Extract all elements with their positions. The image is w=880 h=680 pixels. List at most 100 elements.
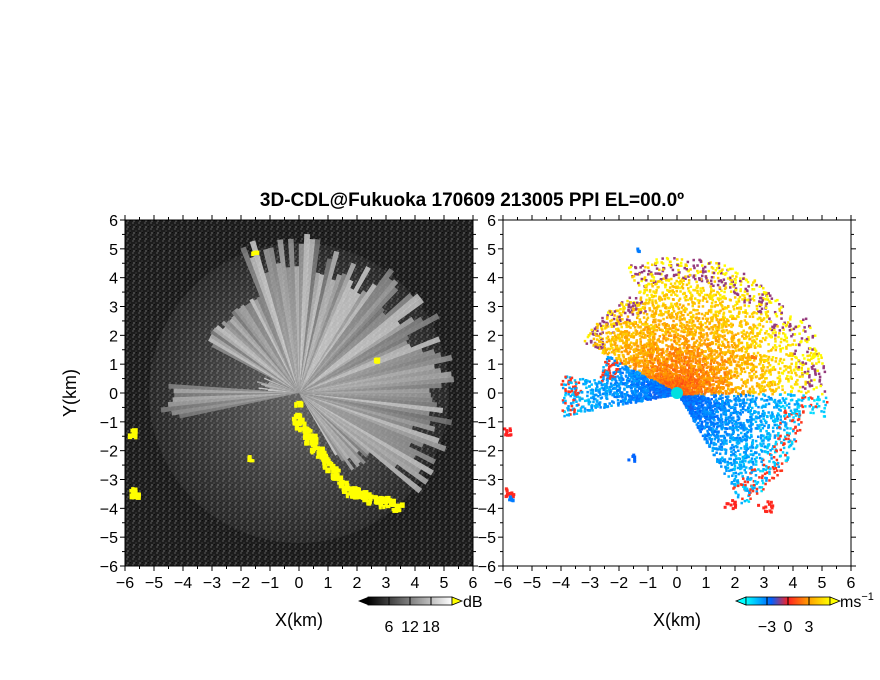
saturation-echo <box>131 492 137 498</box>
velocity-cell <box>683 330 687 334</box>
velocity-cell <box>718 352 722 355</box>
velocity-cell <box>797 359 800 362</box>
velocity-cell <box>729 382 733 386</box>
velocity-cell <box>686 331 690 334</box>
velocity-cell <box>690 322 694 325</box>
velocity-cell <box>756 332 759 335</box>
velocity-cell <box>747 362 751 366</box>
velocity-cell <box>697 410 701 413</box>
velocity-cell <box>759 361 762 364</box>
velocity-cell <box>718 459 721 462</box>
velocity-cell <box>686 397 690 400</box>
velocity-cell <box>690 296 693 300</box>
velocity-cell <box>755 304 759 308</box>
velocity-cell <box>786 458 789 461</box>
velocity-cell <box>761 423 764 426</box>
velocity-cell <box>717 264 721 267</box>
velocity-cell <box>790 334 793 338</box>
velocity-cell <box>690 317 693 321</box>
velocity-cell <box>671 345 674 349</box>
velocity-cell <box>701 264 704 267</box>
velocity-cell <box>724 360 728 363</box>
velocity-cell <box>770 358 774 362</box>
velocity-cell <box>667 313 671 317</box>
velocity-cell <box>790 328 793 331</box>
velocity-cell <box>734 402 737 406</box>
velocity-cell <box>789 393 793 396</box>
velocity-cell <box>759 428 762 432</box>
velocity-cell <box>777 386 780 389</box>
velocity-cell <box>680 360 684 363</box>
velocity-cell <box>722 401 725 405</box>
velocity-cell <box>694 361 698 365</box>
velocity-cell <box>761 479 764 482</box>
velocity-cell <box>717 418 720 421</box>
velocity-cell <box>654 272 657 275</box>
velocity-cell <box>688 386 692 389</box>
velocity-cell <box>642 336 645 339</box>
velocity-cell <box>664 279 668 282</box>
velocity-cell <box>695 280 698 284</box>
velocity-cell <box>617 309 620 312</box>
velocity-cell <box>767 383 771 387</box>
velocity-cell <box>723 448 727 451</box>
velocity-cell <box>759 469 762 473</box>
velocity-cell <box>626 320 629 323</box>
velocity-cell <box>743 426 747 430</box>
velocity-cell <box>710 390 713 393</box>
velocity-cell <box>759 443 763 447</box>
velocity-cell <box>713 359 717 362</box>
velocity-cell <box>729 439 732 443</box>
velocity-cell <box>702 296 705 300</box>
velocity-cell <box>730 387 733 391</box>
velocity-cell <box>715 390 718 394</box>
velocity-cell <box>806 350 809 354</box>
velocity-cell <box>724 452 727 455</box>
velocity-cell <box>778 329 782 332</box>
velocity-cell <box>818 380 821 383</box>
velocity-cell <box>673 257 676 260</box>
velocity-cell <box>661 268 665 271</box>
velocity-cell <box>766 432 770 435</box>
velocity-cell <box>674 331 678 334</box>
velocity-cell <box>710 287 713 291</box>
saturation-echo <box>333 475 340 481</box>
velocity-cell <box>772 390 776 394</box>
velocity-cell <box>728 351 732 354</box>
velocity-cell <box>713 357 716 361</box>
saturation-echo <box>348 489 355 495</box>
velocity-cell <box>680 364 684 368</box>
velocity-cell <box>769 320 773 324</box>
velocity-cell <box>675 294 679 297</box>
saturation-echo <box>382 498 389 503</box>
velocity-cell <box>820 356 823 360</box>
velocity-cell <box>784 437 788 441</box>
velocity-cell <box>706 429 709 433</box>
velocity-cell <box>775 469 779 472</box>
velocity-cell <box>646 348 650 351</box>
velocity-cell <box>707 281 711 285</box>
velocity-cell <box>637 302 640 305</box>
velocity-cell <box>687 351 690 355</box>
velocity-cell <box>652 281 656 284</box>
velocity-cell <box>696 289 699 293</box>
velocity-cell <box>721 340 724 344</box>
velocity-cell <box>715 460 719 463</box>
velocity-cell <box>672 319 675 323</box>
velocity-cell <box>684 294 688 298</box>
velocity-cell <box>690 370 694 374</box>
velocity-cell <box>765 414 769 418</box>
velocity-cell <box>685 351 688 355</box>
velocity-cell <box>710 354 714 358</box>
velocity-cell <box>759 328 763 332</box>
velocity-cell <box>683 365 686 369</box>
velocity-cell <box>680 350 684 354</box>
saturation-echo <box>378 502 384 507</box>
velocity-cell <box>700 424 703 428</box>
velocity-cell <box>687 289 691 293</box>
velocity-cell <box>750 433 753 437</box>
velocity-cell <box>813 334 817 337</box>
velocity-cell <box>822 400 826 403</box>
velocity-cell <box>772 415 775 418</box>
velocity-cell <box>716 314 720 318</box>
